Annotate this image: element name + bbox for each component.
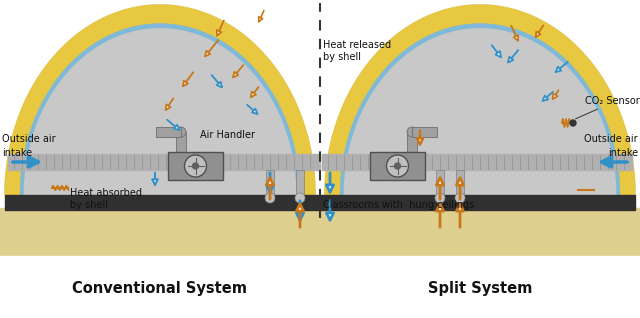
Polygon shape — [325, 5, 635, 195]
Bar — [412, 127, 437, 137]
Bar — [5, 195, 635, 210]
Bar — [156, 127, 181, 137]
Bar — [168, 152, 223, 180]
Polygon shape — [24, 29, 296, 195]
Bar — [266, 170, 274, 198]
Bar — [176, 132, 186, 152]
Bar — [436, 170, 444, 198]
Bar — [370, 152, 425, 180]
Circle shape — [407, 127, 417, 137]
Bar — [8, 154, 320, 170]
Bar — [407, 132, 417, 152]
Polygon shape — [344, 29, 616, 195]
Text: Heat absorbed
by shell: Heat absorbed by shell — [70, 188, 142, 211]
Circle shape — [387, 155, 408, 177]
Circle shape — [193, 163, 198, 169]
Circle shape — [455, 193, 465, 203]
Polygon shape — [325, 5, 635, 195]
Text: Outside air
intake: Outside air intake — [2, 135, 56, 158]
Polygon shape — [20, 24, 300, 195]
Circle shape — [394, 163, 401, 169]
Bar — [0, 256, 640, 318]
Circle shape — [176, 127, 186, 137]
Circle shape — [265, 193, 275, 203]
Polygon shape — [340, 24, 620, 195]
Text: Air Handler: Air Handler — [200, 130, 255, 140]
Text: Heat released
by shell: Heat released by shell — [323, 40, 391, 62]
Bar — [456, 170, 464, 198]
Text: Classrooms with  hung ceilings: Classrooms with hung ceilings — [323, 200, 474, 210]
Circle shape — [184, 155, 207, 177]
Text: Conventional System: Conventional System — [72, 280, 248, 295]
Text: Split System: Split System — [428, 280, 532, 295]
Bar — [296, 170, 304, 198]
Bar — [0, 208, 640, 258]
Text: Outside air
intake: Outside air intake — [584, 135, 638, 158]
Polygon shape — [5, 5, 315, 195]
Polygon shape — [5, 5, 315, 195]
Circle shape — [435, 193, 445, 203]
Circle shape — [570, 120, 576, 126]
Text: CO₂ Sensor: CO₂ Sensor — [585, 96, 640, 106]
Bar — [322, 154, 632, 170]
Circle shape — [295, 193, 305, 203]
